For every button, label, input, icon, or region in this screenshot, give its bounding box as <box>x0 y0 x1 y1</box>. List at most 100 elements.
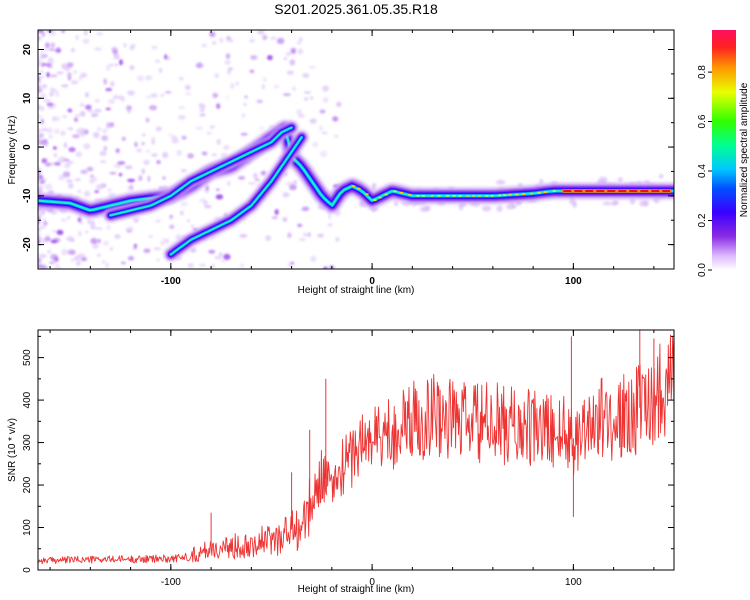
noise-speck <box>180 201 189 207</box>
noise-speck <box>282 192 290 198</box>
noise-speck <box>220 259 226 263</box>
noise-speck <box>154 59 161 63</box>
noise-speck <box>260 170 267 176</box>
noise-speck <box>216 138 221 145</box>
noise-speck <box>91 176 98 183</box>
noise-speck <box>54 256 59 262</box>
noise-speck <box>90 220 95 227</box>
noise-speck <box>80 72 88 78</box>
noise-speck <box>243 102 247 106</box>
noise-speck <box>327 223 333 227</box>
noise-speck <box>297 48 304 55</box>
noise-speck <box>617 177 623 183</box>
noise-speck <box>61 84 69 88</box>
noise-speck <box>301 206 310 211</box>
noise-speck <box>90 237 98 245</box>
noise-speck <box>393 200 399 207</box>
noise-speck <box>335 237 340 242</box>
noise-speck <box>66 236 74 242</box>
noise-speck <box>187 153 195 159</box>
noise-speck <box>110 81 115 87</box>
noise-speck <box>126 105 132 111</box>
ridge-core <box>352 185 672 201</box>
noise-speck <box>257 30 265 35</box>
figure-title: S201.2025.361.05.35.R18 <box>274 1 438 17</box>
noise-speck <box>43 63 52 66</box>
noise-speck <box>92 243 99 249</box>
noise-speck <box>169 224 175 230</box>
y-tick-label: 0 <box>22 567 33 573</box>
colorbar-tick-label: 0.6 <box>697 114 708 128</box>
noise-speck <box>247 182 256 185</box>
noise-speck <box>297 114 305 118</box>
noise-speck <box>114 63 119 67</box>
noise-speck <box>265 235 272 242</box>
noise-speck <box>46 102 54 107</box>
noise-speck <box>215 194 224 200</box>
noise-speck <box>149 105 157 111</box>
snr-x-label: Height of straight line (km) <box>298 584 415 595</box>
snr-frame <box>37 329 675 571</box>
noise-speck <box>226 36 231 40</box>
noise-speck <box>307 232 311 238</box>
noise-speck <box>602 201 612 206</box>
noise-speck <box>296 41 302 45</box>
noise-speck <box>209 125 215 129</box>
noise-speck <box>220 152 227 159</box>
noise-speck <box>84 30 88 33</box>
noise-speck <box>175 234 182 241</box>
noise-speck <box>319 150 328 158</box>
noise-speck <box>74 178 82 182</box>
noise-speck <box>40 118 44 125</box>
noise-speck <box>211 153 217 157</box>
noise-speck <box>219 37 224 44</box>
noise-speck <box>49 91 54 97</box>
noise-speck <box>117 161 126 165</box>
noise-speck <box>79 220 83 225</box>
noise-speck <box>169 214 173 220</box>
noise-speck <box>43 48 49 52</box>
snr-panel: -100 0 100 0 100 200 300 400 500 Height of stra… <box>7 329 675 595</box>
spectrogram-y-axis: 20 10 0 -10 -20 <box>22 44 674 270</box>
noise-speck <box>106 224 111 230</box>
noise-speck <box>75 261 81 266</box>
noise-speck <box>225 96 229 99</box>
noise-speck <box>38 88 41 93</box>
noise-speck <box>127 178 136 183</box>
noise-speck <box>240 132 248 136</box>
noise-speck <box>214 256 223 260</box>
noise-speck <box>132 216 140 222</box>
noise-speck <box>109 247 114 251</box>
noise-speck <box>199 263 206 267</box>
noise-speck <box>262 34 268 41</box>
noise-speck <box>211 236 215 240</box>
noise-speck <box>250 55 258 60</box>
noise-speck <box>75 114 81 117</box>
colorbar-ticks: 0.0 0.2 0.4 0.6 0.8 <box>697 65 712 277</box>
noise-speck <box>71 47 75 53</box>
noise-speck <box>55 263 60 268</box>
noise-speck <box>241 113 245 118</box>
noise-speck <box>164 54 168 60</box>
noise-speck <box>85 104 92 111</box>
y-tick-label: -20 <box>22 237 33 252</box>
noise-speck <box>138 175 143 182</box>
y-tick-label: 10 <box>22 92 33 104</box>
noise-speck <box>107 188 112 192</box>
ridge-lower <box>164 130 309 262</box>
noise-speck <box>41 178 47 182</box>
noise-speck <box>129 64 135 71</box>
noise-speck <box>55 47 61 54</box>
y-tick-label: 20 <box>22 44 33 56</box>
noise-speck <box>48 134 54 139</box>
noise-speck <box>205 185 209 192</box>
noise-speck <box>80 257 88 262</box>
noise-speck <box>40 62 46 67</box>
noise-speck <box>419 206 429 212</box>
noise-speck <box>322 97 329 103</box>
noise-speck <box>106 122 111 129</box>
noise-speck <box>145 75 153 81</box>
noise-speck <box>511 204 517 209</box>
noise-speck <box>610 201 618 206</box>
noise-speck <box>38 128 42 133</box>
